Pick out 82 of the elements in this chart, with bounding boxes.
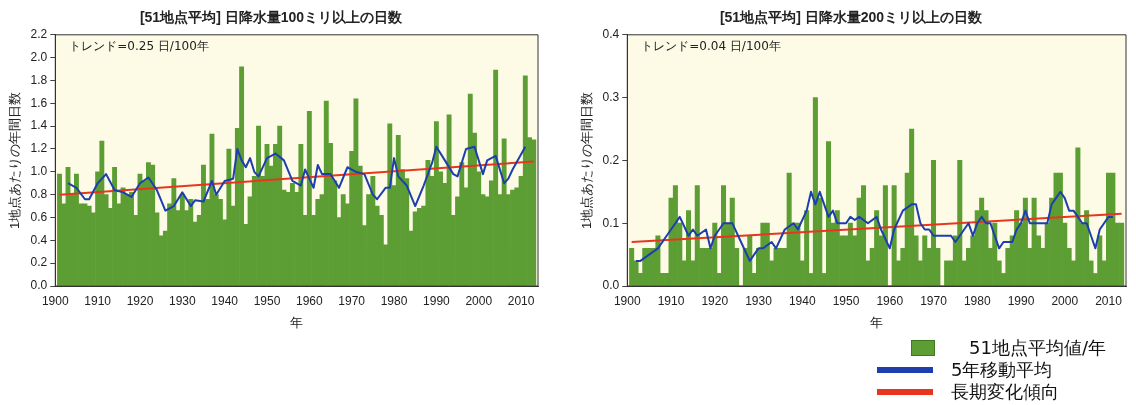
- bar: [459, 162, 465, 286]
- bar: [306, 110, 312, 286]
- y-tick-label: 0.1: [602, 215, 620, 230]
- bar: [1053, 172, 1059, 286]
- x-tick-label: 1970: [338, 293, 366, 308]
- bar: [957, 160, 963, 286]
- y-tick-label: 0.3: [602, 89, 620, 104]
- bar: [882, 185, 888, 286]
- bar: [531, 139, 537, 286]
- y-tick-label: 0.8: [30, 186, 48, 201]
- bar: [1119, 222, 1125, 286]
- annotation: トレンド=0.04 日/100年: [641, 38, 781, 53]
- x-tick-label: 1920: [126, 293, 154, 308]
- x-tick-label: 1990: [1007, 293, 1035, 308]
- x-tick-label: 1980: [963, 293, 991, 308]
- x-tick-label: 2000: [1051, 293, 1079, 308]
- y-tick-label: 1.2: [30, 141, 48, 156]
- y-tick-label: 1.6: [30, 95, 48, 110]
- bar: [315, 198, 321, 286]
- bar: [387, 123, 393, 286]
- y-tick-label: 0.6: [30, 209, 48, 224]
- y-tick-label: 2.0: [30, 49, 48, 64]
- bar: [188, 198, 194, 286]
- bar: [226, 148, 232, 286]
- y-axis-title: 1地点あたりの年間日数: [579, 91, 595, 230]
- legend-label: 長期変化傾向: [951, 381, 1060, 403]
- bar: [446, 114, 452, 286]
- y-tick-label: 0.2: [602, 152, 620, 167]
- x-tick-label: 1920: [701, 293, 729, 308]
- y-tick-label: 0.0: [602, 278, 620, 293]
- bar: [1110, 172, 1116, 286]
- y-tick-label: 0.4: [602, 27, 620, 42]
- x-tick-label: 1970: [920, 293, 948, 308]
- x-tick-label: 1910: [84, 293, 112, 308]
- bar: [171, 178, 177, 286]
- x-tick-label: 1940: [211, 293, 239, 308]
- chart-title: [51地点平均] 日降水量100ミリ以上の日数: [139, 9, 404, 26]
- bar: [760, 222, 766, 286]
- y-axis-title: 1地点あたりの年間日数: [7, 91, 23, 230]
- x-tick-label: 2010: [1095, 293, 1123, 308]
- x-tick-label: 1930: [745, 293, 773, 308]
- x-tick-label: 1900: [41, 293, 69, 308]
- bar: [1097, 235, 1103, 286]
- x-axis-title: 年: [290, 314, 304, 330]
- x-tick-label: 1950: [832, 293, 860, 308]
- y-tick-label: 1.8: [30, 72, 48, 87]
- x-tick-label: 1910: [657, 293, 685, 308]
- x-axis-title: 年: [870, 314, 884, 330]
- bar: [642, 247, 648, 286]
- y-tick-label: 0.4: [30, 232, 48, 247]
- bar: [298, 144, 304, 286]
- legend-label: 51地点平均値/年: [969, 337, 1106, 359]
- bar: [82, 203, 88, 286]
- x-tick-label: 1930: [168, 293, 196, 308]
- bar: [99, 140, 105, 286]
- x-tick-label: 1980: [380, 293, 408, 308]
- y-tick-label: 1.0: [30, 164, 48, 179]
- x-tick-label: 1950: [253, 293, 281, 308]
- bar: [370, 176, 376, 286]
- x-tick-label: 2000: [465, 293, 493, 308]
- bar: [909, 128, 915, 286]
- y-tick-label: 1.4: [30, 118, 48, 133]
- bar: [804, 210, 810, 286]
- bar: [425, 160, 431, 286]
- y-tick-label: 0.0: [30, 278, 48, 293]
- bar: [629, 247, 635, 286]
- x-tick-label: 1960: [295, 293, 324, 308]
- y-tick-label: 2.2: [30, 27, 48, 42]
- chart-title: [51地点平均] 日降水量200ミリ以上の日数: [719, 9, 984, 26]
- x-tick-label: 1990: [423, 293, 451, 308]
- x-tick-label: 2010: [507, 293, 535, 308]
- legend-label: 5年移動平均: [951, 359, 1053, 381]
- annotation: トレンド=0.25 日/100年: [69, 38, 209, 53]
- x-tick-label: 1940: [788, 293, 816, 308]
- x-tick-label: 1960: [876, 293, 904, 308]
- y-tick-label: 0.2: [30, 255, 48, 270]
- bar: [493, 69, 499, 286]
- bar: [922, 235, 928, 286]
- bar: [1075, 147, 1081, 286]
- x-tick-label: 1900: [613, 293, 641, 308]
- bar: [239, 66, 245, 286]
- bar: [353, 98, 359, 286]
